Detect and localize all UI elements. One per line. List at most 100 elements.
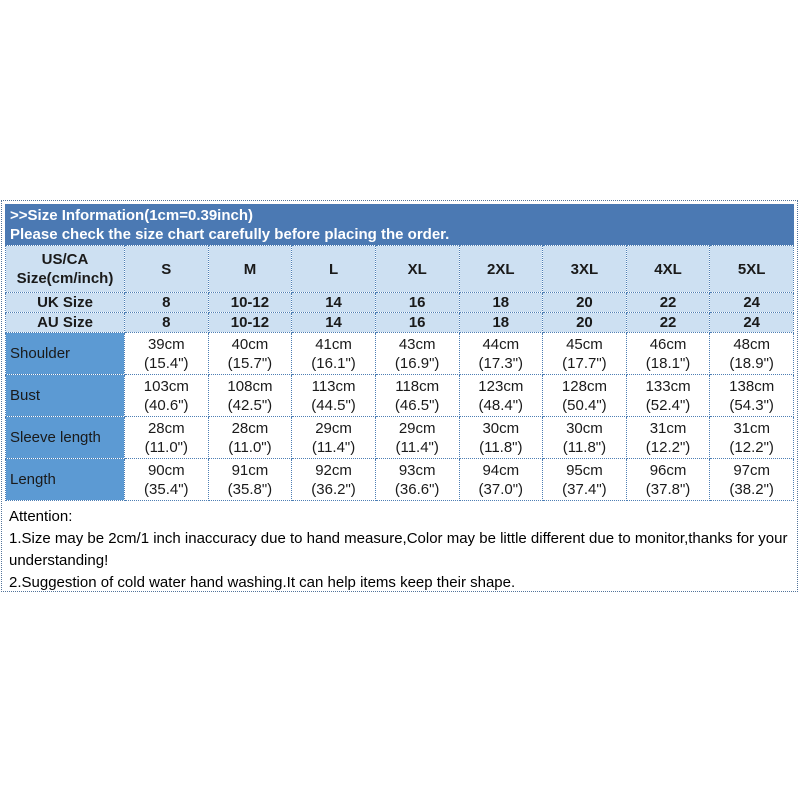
inch-value: (36.6") — [394, 480, 440, 498]
size-col-header-4xl: 4XL — [625, 245, 711, 293]
measurement-cell: 39cm (15.4") — [124, 332, 209, 375]
cm-value: 46cm — [649, 335, 687, 353]
size-col-header-xl: XL — [374, 245, 460, 293]
inch-value: (17.3") — [478, 354, 524, 372]
cm-value: 40cm — [231, 335, 269, 353]
au-size-value: 16 — [374, 312, 460, 333]
measurement-cell: 128cm (50.4") — [542, 374, 627, 417]
measurement-cell: 94cm (37.0") — [458, 458, 544, 501]
cm-value: 96cm — [649, 461, 687, 479]
size-col-header-l: L — [291, 245, 376, 293]
size-col-header-2xl: 2XL — [458, 245, 544, 293]
cm-value: 31cm — [733, 419, 771, 437]
inch-value: (36.2") — [311, 480, 356, 498]
cm-value: 93cm — [398, 461, 436, 479]
measurement-cell: 108cm (42.5") — [207, 374, 293, 417]
cm-value: 94cm — [482, 461, 520, 479]
row-label-shoulder: Shoulder — [5, 332, 125, 375]
inch-value: (12.2") — [645, 438, 691, 456]
au-size-value: 24 — [709, 312, 794, 333]
measurement-cell: 43cm (16.9") — [374, 332, 460, 375]
corner-label-line2: Size(cm/inch) — [16, 270, 114, 287]
attention-note-1: 1.Size may be 2cm/1 inch inaccuracy due … — [9, 530, 788, 569]
inch-value: (44.5") — [311, 396, 356, 414]
measurement-cell: 123cm (48.4") — [458, 374, 544, 417]
measurement-cell: 97cm (38.2") — [709, 458, 794, 501]
measurement-cell: 30cm (11.8") — [458, 416, 544, 459]
inch-value: (11.0") — [144, 438, 189, 456]
cm-value: 29cm — [398, 419, 436, 437]
cm-value: 113cm — [311, 377, 356, 395]
cm-value: 92cm — [315, 461, 352, 479]
cm-value: 30cm — [566, 419, 603, 437]
au-size-value: 8 — [124, 312, 209, 333]
corner-label-line1: US/CA — [41, 251, 89, 268]
measurement-cell: 96cm (37.8") — [625, 458, 711, 501]
size-chart-table: US/CA Size(cm/inch) S M L XL 2XL 3XL 4XL… — [5, 245, 794, 501]
measurement-cell: 95cm (37.4") — [542, 458, 627, 501]
measurement-cell: 133cm (52.4") — [625, 374, 711, 417]
uk-size-value: 16 — [374, 292, 460, 313]
uk-size-value: 24 — [709, 292, 794, 313]
measurement-row-length: Length 90cm (35.4") 91cm (35.8") 92cm (36.2… — [5, 458, 794, 501]
measurement-cell: 31cm (12.2") — [709, 416, 794, 459]
measurement-cell: 31cm (12.2") — [625, 416, 711, 459]
inch-value: (52.4") — [645, 396, 691, 414]
measurement-cell: 113cm (44.5") — [291, 374, 376, 417]
inch-value: (16.1") — [311, 354, 356, 372]
size-info-title: >>Size Information(1cm=0.39inch) — [10, 207, 253, 224]
inch-value: (37.4") — [562, 480, 607, 498]
size-info-header: >>Size Information(1cm=0.39inch) Please … — [5, 204, 794, 245]
inch-value: (37.8") — [645, 480, 691, 498]
uk-size-row: UK Size 8 10-12 14 16 18 20 22 24 — [5, 292, 794, 313]
cm-value: 39cm — [147, 335, 185, 353]
measurement-row-shoulder: Shoulder 39cm (15.4") 40cm (15.7") 41cm (16… — [5, 332, 794, 375]
cm-value: 31cm — [649, 419, 687, 437]
measurement-cell: 103cm (40.6") — [124, 374, 209, 417]
inch-value: (18.1") — [645, 354, 691, 372]
size-col-header-3xl: 3XL — [542, 245, 627, 293]
cm-value: 97cm — [733, 461, 771, 479]
cm-value: 90cm — [147, 461, 185, 479]
inch-value: (37.0") — [478, 480, 524, 498]
attention-title: Attention: — [9, 508, 73, 525]
inch-value: (35.8") — [227, 480, 273, 498]
cm-value: 48cm — [733, 335, 771, 353]
row-label-au: AU Size — [5, 312, 125, 333]
inch-value: (35.4") — [144, 480, 189, 498]
size-col-header-5xl: 5XL — [709, 245, 794, 293]
measurement-row-sleeve-length: Sleeve length 28cm (11.0") 28cm (11.0") 29… — [5, 416, 794, 459]
inch-value: (40.6") — [144, 396, 189, 414]
cm-value: 91cm — [231, 461, 269, 479]
au-size-value: 18 — [458, 312, 544, 333]
inch-value: (17.7") — [562, 354, 607, 372]
inch-value: (38.2") — [729, 480, 774, 498]
cm-value: 29cm — [315, 419, 352, 437]
au-size-value: 22 — [625, 312, 711, 333]
cm-value: 138cm — [729, 377, 775, 395]
measurement-cell: 30cm (11.8") — [542, 416, 627, 459]
attention-section: Attention: 1.Size may be 2cm/1 inch inac… — [5, 501, 794, 594]
cm-value: 44cm — [482, 335, 520, 353]
measurement-cell: 40cm (15.7") — [207, 332, 293, 375]
measurement-row-bust: Bust 103cm (40.6") 108cm (42.5") 113cm (44.… — [5, 374, 794, 417]
measurement-cell: 28cm (11.0") — [124, 416, 209, 459]
attention-note-2: 2.Suggestion of cold water hand washing.… — [9, 574, 516, 591]
measurement-cell: 90cm (35.4") — [124, 458, 209, 501]
uk-size-value: 18 — [458, 292, 544, 313]
cm-value: 28cm — [231, 419, 269, 437]
measurement-cell: 46cm (18.1") — [625, 332, 711, 375]
inch-value: (11.4") — [311, 438, 356, 456]
inch-value: (16.9") — [394, 354, 440, 372]
inch-value: (18.9") — [729, 354, 774, 372]
inch-value: (11.4") — [395, 438, 439, 456]
cm-value: 45cm — [566, 335, 603, 353]
size-chart-panel: >>Size Information(1cm=0.39inch) Please … — [1, 200, 798, 592]
au-size-value: 10-12 — [207, 312, 293, 333]
table-header-row: US/CA Size(cm/inch) S M L XL 2XL 3XL 4XL… — [5, 245, 794, 293]
inch-value: (50.4") — [562, 396, 607, 414]
inch-value: (11.8") — [562, 438, 607, 456]
measurement-cell: 28cm (11.0") — [207, 416, 293, 459]
inch-value: (11.8") — [479, 438, 523, 456]
row-label-length: Length — [5, 458, 125, 501]
